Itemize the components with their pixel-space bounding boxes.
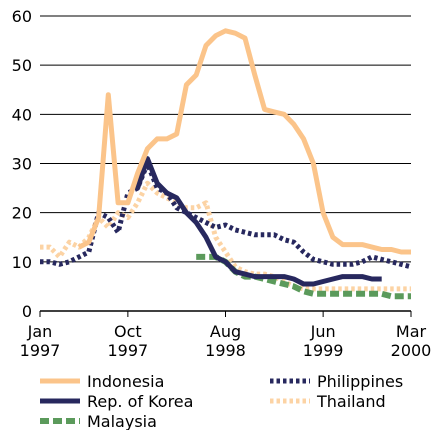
- legend-label: Indonesia: [87, 372, 164, 391]
- x-tick-label-line: 1997: [20, 341, 61, 360]
- y-tick-label: 60: [12, 7, 32, 26]
- y-tick-label: 0: [22, 302, 32, 321]
- legend-label: Philippines: [317, 372, 403, 391]
- x-tick-label: Jun 1999: [303, 322, 344, 360]
- y-tick-label: 20: [12, 204, 32, 223]
- series-line: [40, 161, 412, 270]
- series-line: [135, 156, 382, 287]
- x-tick-label: Oct 1997: [108, 322, 149, 360]
- x-tick-label: Jan 1997: [20, 322, 61, 360]
- legend-label: Thailand: [316, 392, 386, 411]
- x-tick-label-line: 1998: [205, 341, 246, 360]
- x-tick-label-line: 2000: [391, 341, 431, 360]
- y-tick-label: 40: [12, 105, 32, 124]
- y-tick-label: 10: [12, 253, 32, 272]
- x-tick-label-line: Oct: [114, 322, 142, 341]
- series-line: [77, 28, 411, 255]
- x-tick-label-line: Mar: [396, 322, 427, 341]
- y-tick-label: 30: [12, 155, 32, 174]
- x-tick-label: Aug 1998: [205, 322, 246, 360]
- series-line: [40, 180, 411, 292]
- x-tick-label-line: Aug: [210, 322, 241, 341]
- x-tick-label-line: Jan: [27, 322, 53, 341]
- x-tick-label-line: Jun: [310, 322, 336, 341]
- x-tick-label-line: 1999: [303, 341, 344, 360]
- y-tick-label: 50: [12, 56, 32, 75]
- x-tick-label-line: 1997: [108, 341, 149, 360]
- legend-label: Malaysia: [87, 412, 157, 430]
- x-tick-label: Mar 2000: [391, 322, 431, 360]
- legend-label: Rep. of Korea: [87, 392, 193, 411]
